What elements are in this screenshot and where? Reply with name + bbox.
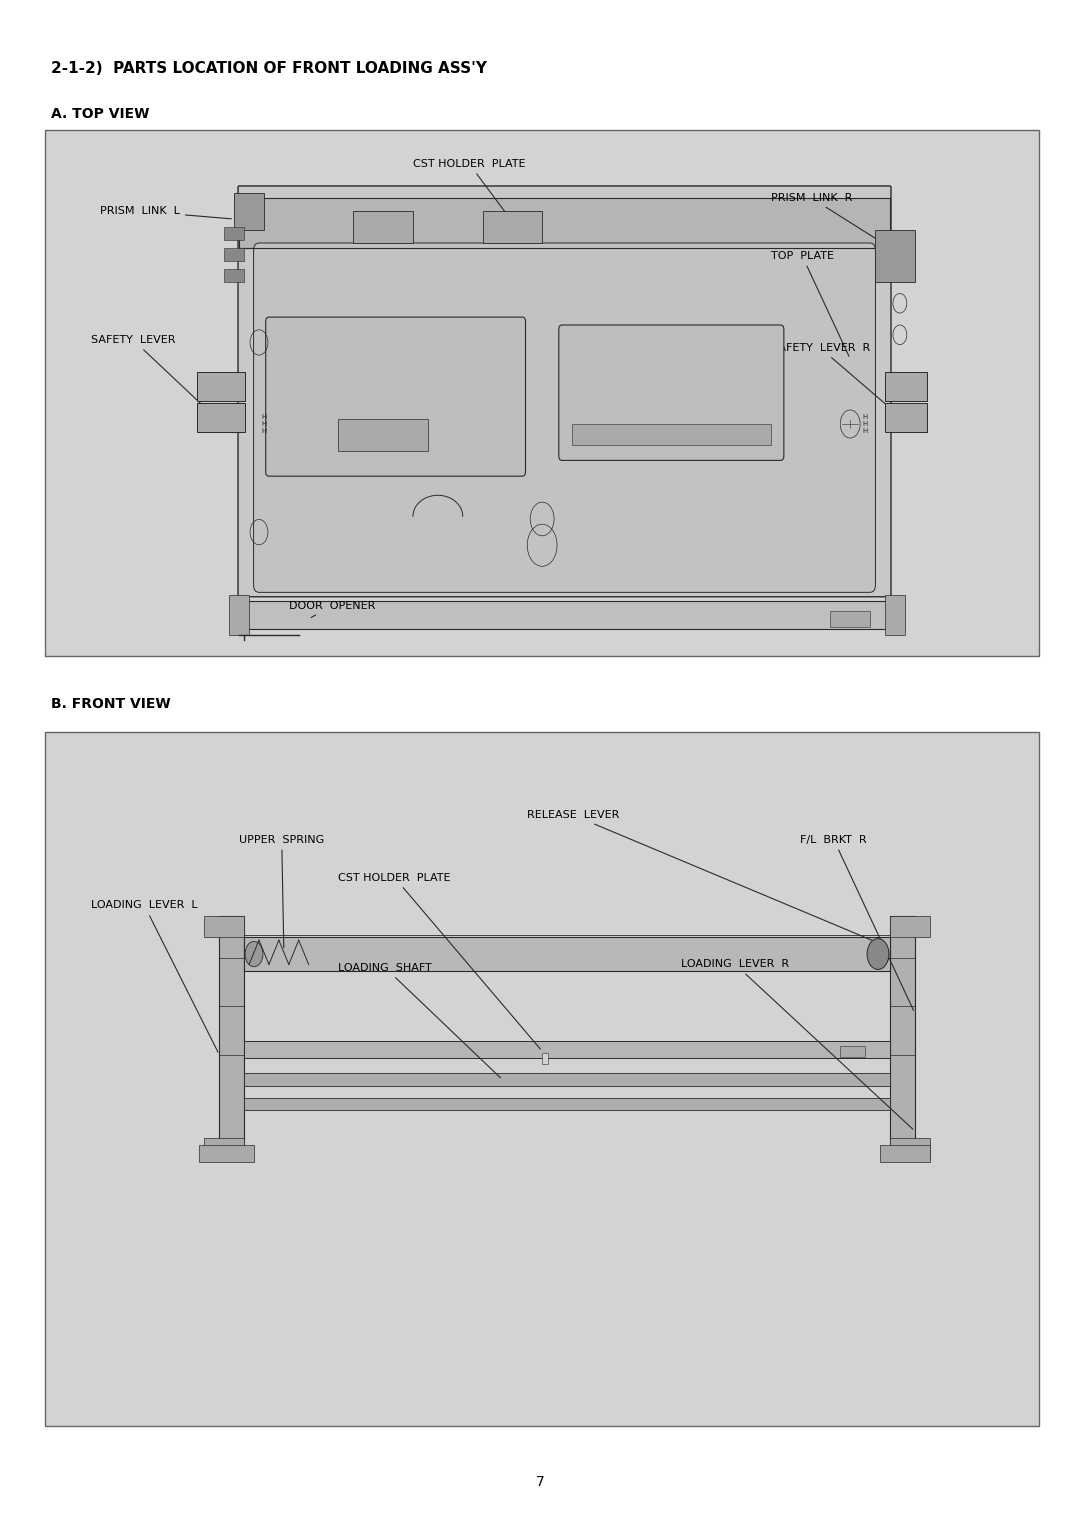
FancyBboxPatch shape xyxy=(238,186,891,596)
Bar xyxy=(890,1138,930,1159)
Text: 7: 7 xyxy=(536,1475,544,1490)
Text: UPPER  SPRING: UPPER SPRING xyxy=(239,834,324,949)
Bar xyxy=(244,936,890,971)
Text: PRISM  LINK  L: PRISM LINK L xyxy=(100,206,231,218)
Bar xyxy=(225,268,244,282)
Bar xyxy=(353,210,413,242)
Bar xyxy=(198,372,245,401)
Bar xyxy=(831,612,870,627)
Text: CST HOLDER  PLATE: CST HOLDER PLATE xyxy=(413,159,526,220)
Text: LOADING  LEVER  R: LOADING LEVER R xyxy=(681,959,913,1128)
Text: RELEASE  LEVER: RELEASE LEVER xyxy=(527,810,877,942)
Bar xyxy=(234,192,264,230)
Text: LOADING  SHAFT: LOADING SHAFT xyxy=(338,962,500,1078)
Text: SAFETY  LEVER  R: SAFETY LEVER R xyxy=(771,343,897,415)
Bar xyxy=(229,595,249,634)
Circle shape xyxy=(872,941,889,967)
Bar xyxy=(885,372,927,401)
Text: CST HOLDER  PLATE: CST HOLDER PLATE xyxy=(338,872,540,1049)
Bar xyxy=(204,1138,244,1159)
Bar xyxy=(885,403,927,432)
Bar xyxy=(885,595,905,634)
Text: PRISM  LINK  R: PRISM LINK R xyxy=(771,194,892,249)
Bar xyxy=(875,230,915,282)
Bar xyxy=(225,227,244,239)
Bar xyxy=(572,424,771,445)
Bar xyxy=(239,198,890,249)
FancyBboxPatch shape xyxy=(558,325,784,461)
Bar xyxy=(45,130,1039,656)
Circle shape xyxy=(867,938,889,970)
Bar xyxy=(198,403,245,432)
Bar xyxy=(244,1098,890,1110)
Bar xyxy=(840,1046,865,1057)
Text: LOADING  LEVER  L: LOADING LEVER L xyxy=(91,900,218,1052)
Bar xyxy=(890,917,930,936)
Bar xyxy=(225,249,244,261)
Bar xyxy=(200,1145,254,1162)
FancyBboxPatch shape xyxy=(254,242,876,592)
Text: H
H
H: H H H xyxy=(261,415,267,435)
Bar xyxy=(244,1074,890,1086)
Circle shape xyxy=(245,941,262,967)
Text: H
H
H: H H H xyxy=(863,415,867,435)
Text: SAFETY  LEVER: SAFETY LEVER xyxy=(91,336,213,415)
Bar xyxy=(45,732,1039,1426)
Bar xyxy=(890,917,915,1159)
Bar xyxy=(338,419,428,450)
Text: B. FRONT VIEW: B. FRONT VIEW xyxy=(51,697,171,711)
Text: A. TOP VIEW: A. TOP VIEW xyxy=(51,107,149,120)
Text: DOOR  OPENER: DOOR OPENER xyxy=(288,601,375,618)
Bar xyxy=(204,917,244,936)
Bar xyxy=(219,917,244,1159)
Bar xyxy=(483,210,542,242)
Text: 2-1-2)  PARTS LOCATION OF FRONT LOADING ASS'Y: 2-1-2) PARTS LOCATION OF FRONT LOADING A… xyxy=(51,61,487,76)
Text: F/L  BRKT  R: F/L BRKT R xyxy=(800,834,914,1011)
Bar xyxy=(244,1040,890,1058)
FancyBboxPatch shape xyxy=(266,317,526,476)
Bar xyxy=(239,601,890,630)
Bar xyxy=(880,1145,930,1162)
Bar xyxy=(542,1054,549,1063)
Text: TOP  PLATE: TOP PLATE xyxy=(771,252,849,357)
